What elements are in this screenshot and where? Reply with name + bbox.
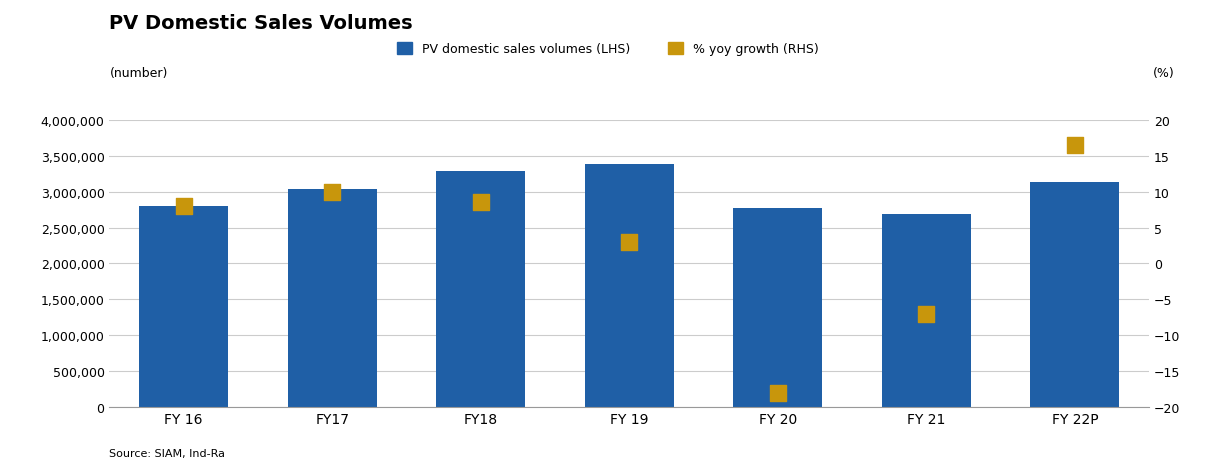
Legend: PV domestic sales volumes (LHS), % yoy growth (RHS): PV domestic sales volumes (LHS), % yoy g… xyxy=(398,43,818,56)
Bar xyxy=(437,171,525,407)
Point xyxy=(619,239,640,246)
Bar xyxy=(882,214,970,407)
Text: (number): (number) xyxy=(109,67,168,80)
Text: (%): (%) xyxy=(1153,67,1175,80)
Point xyxy=(769,389,788,397)
Bar xyxy=(139,206,229,407)
Bar xyxy=(733,209,822,407)
Point xyxy=(917,310,936,318)
Point xyxy=(322,188,342,196)
Point xyxy=(471,199,490,206)
Bar xyxy=(288,189,377,407)
Bar xyxy=(1030,183,1120,407)
Bar xyxy=(585,165,674,407)
Text: Source: SIAM, Ind-Ra: Source: SIAM, Ind-Ra xyxy=(109,448,225,458)
Point xyxy=(174,203,193,210)
Text: PV Domestic Sales Volumes: PV Domestic Sales Volumes xyxy=(109,14,413,33)
Point xyxy=(1065,142,1085,149)
